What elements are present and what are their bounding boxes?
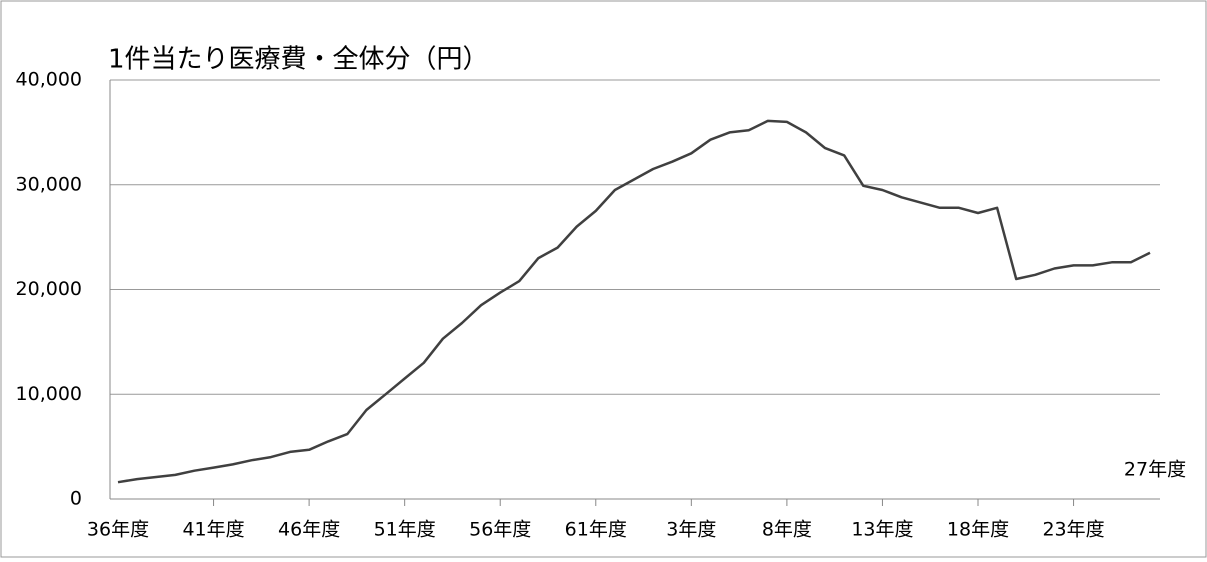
chart-title: 1件当たり医療費・全体分（円） — [108, 45, 489, 75]
x-tick-label: 8年度 — [762, 519, 812, 541]
y-tick-label: 10,000 — [16, 383, 82, 405]
y-tick-label: 20,000 — [16, 278, 82, 300]
x-tick-label: 27年度 — [1124, 459, 1186, 481]
x-tick-label: 61年度 — [565, 519, 627, 541]
y-tick-label: 40,000 — [16, 69, 82, 91]
y-tick-label: 0 — [70, 488, 82, 510]
x-tick-label: 56年度 — [469, 519, 531, 541]
x-tick-label: 13年度 — [851, 519, 913, 541]
x-tick-label: 51年度 — [374, 519, 436, 541]
line-series — [117, 119, 1151, 484]
x-tick-label: 18年度 — [947, 519, 1009, 541]
x-tick-label: 46年度 — [278, 519, 340, 541]
x-tick-label: 23年度 — [1042, 519, 1104, 541]
x-tick-label: 3年度 — [666, 519, 716, 541]
y-tick-label: 30,000 — [16, 173, 82, 195]
x-tick-label: 36年度 — [87, 519, 149, 541]
x-tick-label: 41年度 — [182, 519, 244, 541]
